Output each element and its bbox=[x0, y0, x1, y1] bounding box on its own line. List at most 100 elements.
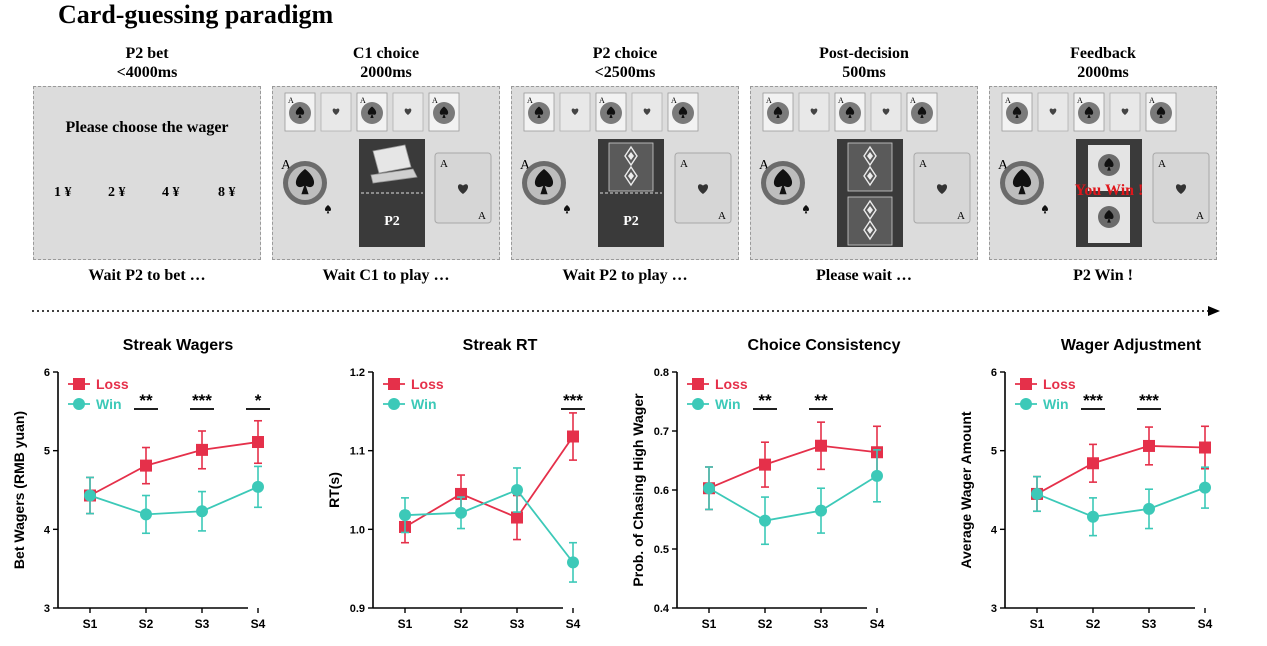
chart-4: Wager Adjustment 3 4 5 6 S1 S2 S3 S4 Average Wage… bbox=[958, 337, 1213, 631]
y-tick-label: 0.8 bbox=[654, 367, 669, 379]
wager-option-2: 2 ¥ bbox=[108, 185, 126, 200]
wager-option-4: 4 ¥ bbox=[162, 185, 180, 200]
significance-label: ** bbox=[139, 391, 153, 410]
x-tick-label: S1 bbox=[398, 617, 413, 631]
arrow-head-icon bbox=[1208, 306, 1220, 316]
panel-post-decision: A A A A A A bbox=[750, 86, 978, 260]
heart-card-rank: A bbox=[478, 210, 486, 222]
heart-icon bbox=[810, 108, 818, 115]
y-tick-label: 0.7 bbox=[654, 426, 669, 438]
y-tick-label: 3 bbox=[44, 603, 50, 615]
mini-card-rank: A bbox=[910, 96, 916, 105]
y-axis-label: Bet Wagers (RMB yuan) bbox=[11, 411, 27, 569]
mini-card-back bbox=[1109, 92, 1141, 132]
data-point-win bbox=[511, 484, 523, 496]
legend-label-win: Win bbox=[1043, 396, 1069, 412]
spade-icon bbox=[1104, 158, 1114, 171]
series-line-win bbox=[89, 486, 259, 516]
phase-time: <4000ms bbox=[116, 64, 178, 81]
heart-icon bbox=[697, 184, 709, 194]
diamond-icon bbox=[863, 219, 877, 241]
legend-label-loss: Loss bbox=[96, 376, 129, 392]
mini-card-rank: A bbox=[432, 96, 438, 105]
ace-rank: A bbox=[759, 158, 770, 173]
big-spade-icon bbox=[295, 169, 315, 195]
caption-c1: Wait C1 to play … bbox=[322, 267, 450, 284]
small-spade-icon bbox=[563, 205, 571, 214]
diamond-icon bbox=[867, 206, 873, 214]
ace-rank: A bbox=[998, 158, 1009, 173]
panel-c1-graphic: A A A A A A P2 bbox=[281, 92, 492, 247]
heart-card-rank: A bbox=[1158, 158, 1166, 170]
heart-card-rank: A bbox=[680, 158, 688, 170]
diamond-icon bbox=[624, 165, 638, 187]
data-point-loss bbox=[1143, 439, 1155, 452]
legend-label-win: Win bbox=[715, 396, 741, 412]
mini-card-rank: A bbox=[360, 96, 366, 105]
data-point-loss bbox=[1087, 457, 1099, 470]
heart-card-rank: A bbox=[718, 210, 726, 222]
series-line-loss bbox=[89, 441, 259, 497]
legend-marker-win bbox=[692, 398, 704, 410]
y-tick-label: 1.1 bbox=[350, 446, 365, 458]
legend-label-loss: Loss bbox=[715, 376, 748, 392]
y-tick-label: 0.9 bbox=[350, 603, 365, 615]
significance-label: *** bbox=[1139, 391, 1159, 410]
spade-icon bbox=[1104, 210, 1114, 223]
data-point-loss bbox=[567, 430, 579, 443]
legend-label-loss: Loss bbox=[1043, 376, 1076, 392]
mini-spade-icon bbox=[917, 106, 927, 119]
panel-p2-graphic: A A A A A A P2 bbox=[520, 92, 732, 247]
x-tick-label: S4 bbox=[1198, 617, 1213, 631]
legend-marker-loss bbox=[1020, 378, 1032, 390]
heart-card-rank: A bbox=[440, 158, 448, 170]
charts-area: Streak Wagers 3 4 5 6 S1 S2 S3 S4 Bet Wagers (RMB… bbox=[11, 337, 1213, 631]
player-label: P2 bbox=[623, 214, 639, 229]
data-point-win bbox=[455, 506, 467, 519]
laptop-base-icon bbox=[370, 168, 418, 184]
chart-2: Streak RT 0.9 1.0 1.1 1.2 S1 S2 S3 S4 RT(s) Loss Wi… bbox=[326, 337, 585, 631]
data-point-win bbox=[252, 480, 264, 493]
y-tick-label: 6 bbox=[991, 367, 997, 379]
x-tick-label: S3 bbox=[510, 617, 525, 631]
data-point-win bbox=[871, 469, 883, 482]
mini-card-rank: A bbox=[527, 96, 533, 105]
panel-c1-choice: A A A A A A P2 bbox=[272, 86, 500, 260]
y-tick-label: 0.5 bbox=[654, 544, 669, 556]
mini-card-rank: A bbox=[1005, 96, 1011, 105]
phase-header-p2: P2 choice <2500ms bbox=[510, 44, 740, 82]
x-tick-label: S1 bbox=[702, 617, 717, 631]
series-line-win bbox=[1036, 486, 1206, 518]
legend-marker-win bbox=[73, 398, 85, 410]
series-line-loss bbox=[1036, 445, 1206, 495]
x-tick-label: S4 bbox=[870, 617, 885, 631]
data-point-win bbox=[140, 508, 152, 521]
data-point-win bbox=[399, 509, 411, 522]
mini-spade-icon bbox=[606, 106, 616, 119]
y-tick-label: 1.0 bbox=[350, 524, 365, 536]
chart-1: Streak Wagers 3 4 5 6 S1 S2 S3 S4 Bet Wagers (RMB… bbox=[11, 337, 270, 631]
chart-title: Streak RT bbox=[463, 337, 538, 354]
data-point-loss bbox=[1199, 441, 1211, 454]
significance-label: *** bbox=[563, 391, 583, 410]
player-label: P2 bbox=[384, 214, 400, 229]
phase-header-post: Post-decision 500ms bbox=[749, 44, 979, 82]
phase-time: 2000ms bbox=[360, 64, 412, 81]
y-tick-label: 4 bbox=[44, 524, 51, 536]
x-tick-label: S1 bbox=[1030, 617, 1045, 631]
panel-feedback: A A A A A A You Win ! bbox=[989, 86, 1217, 260]
mini-card-rank: A bbox=[1149, 96, 1155, 105]
caption-p2: Wait P2 to play … bbox=[562, 267, 688, 284]
win-message: You Win ! bbox=[1075, 182, 1144, 199]
diamond-icon bbox=[863, 145, 877, 167]
x-tick-label: S3 bbox=[1142, 617, 1157, 631]
laptop-icon bbox=[372, 144, 412, 174]
phase-name: Feedback bbox=[1070, 45, 1136, 62]
heart-icon bbox=[1121, 108, 1129, 115]
y-tick-label: 3 bbox=[991, 603, 997, 615]
mini-spade-icon bbox=[295, 106, 305, 119]
x-tick-label: S2 bbox=[139, 617, 154, 631]
ace-rank: A bbox=[281, 158, 292, 173]
diamond-icon bbox=[867, 226, 873, 234]
big-spade-icon bbox=[773, 169, 793, 195]
